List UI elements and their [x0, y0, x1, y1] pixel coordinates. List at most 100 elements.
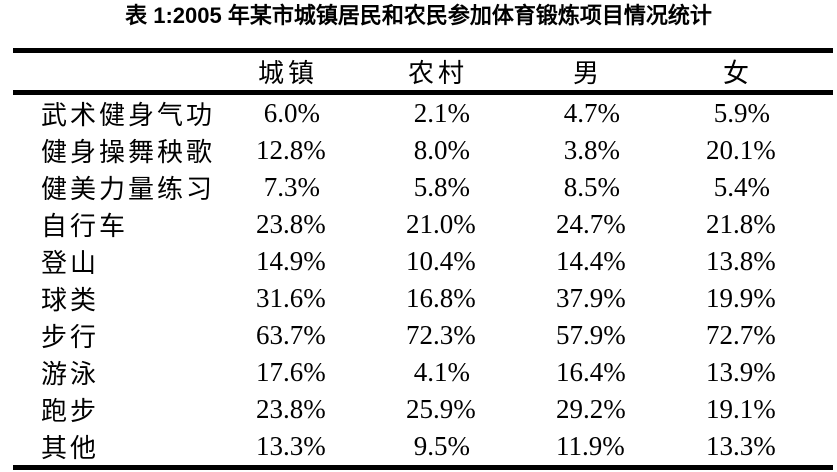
- statistics-table: 城镇 农村 男 女 武术健身气功 6.0% 2.1% 4.7% 5.9% 健身操舞秧歌 12.8%…: [13, 48, 833, 470]
- percentage-value: 5.4%: [713, 172, 770, 202]
- value-cell: 72.3%: [363, 317, 513, 354]
- row-label: 武术健身气功: [41, 101, 216, 130]
- row-label: 登山: [41, 249, 100, 278]
- value-cell: 8.0%: [363, 132, 513, 169]
- percentage-value: 8.0%: [413, 135, 470, 165]
- spacer-cell: [813, 280, 833, 317]
- percentage-value: 9.5%: [413, 431, 470, 461]
- value-cell: 20.1%: [663, 132, 813, 169]
- percentage-value: 21.0%: [406, 209, 476, 239]
- value-cell: 4.7%: [513, 93, 663, 133]
- value-cell: 5.9%: [663, 93, 813, 133]
- value-cell: 19.1%: [663, 391, 813, 428]
- value-cell: 7.3%: [213, 169, 363, 206]
- value-cell: 24.7%: [513, 206, 663, 243]
- table-title: 表 1:2005 年某市城镇居民和农民参加体育锻炼项目情况统计: [125, 3, 712, 28]
- value-cell: 16.4%: [513, 354, 663, 391]
- value-cell: 5.8%: [363, 169, 513, 206]
- spacer-cell: [813, 93, 833, 133]
- row-label: 跑步: [41, 397, 100, 426]
- percentage-value: 6.0%: [263, 98, 320, 128]
- percentage-value: 14.4%: [556, 246, 626, 276]
- percentage-value: 8.5%: [563, 172, 620, 202]
- spacer-cell: [813, 391, 833, 428]
- table-row: 跑步 23.8% 25.9% 29.2% 19.1%: [13, 391, 833, 428]
- percentage-value: 4.7%: [563, 98, 620, 128]
- value-cell: 21.0%: [363, 206, 513, 243]
- row-label: 健身操舞秧歌: [41, 138, 216, 167]
- table-body: 武术健身气功 6.0% 2.1% 4.7% 5.9% 健身操舞秧歌 12.8% 8.0% 3.8…: [13, 93, 833, 468]
- value-cell: 11.9%: [513, 428, 663, 468]
- value-cell: 31.6%: [213, 280, 363, 317]
- percentage-value: 72.7%: [706, 320, 776, 350]
- percentage-value: 19.1%: [706, 394, 776, 424]
- corner-cell: [13, 51, 213, 93]
- value-cell: 14.9%: [213, 243, 363, 280]
- value-cell: 37.9%: [513, 280, 663, 317]
- spacer-cell: [813, 169, 833, 206]
- value-cell: 9.5%: [363, 428, 513, 468]
- table-row: 游泳 17.6% 4.1% 16.4% 13.9%: [13, 354, 833, 391]
- row-label: 其他: [41, 434, 100, 463]
- percentage-value: 13.9%: [706, 357, 776, 387]
- percentage-value: 11.9%: [556, 431, 625, 461]
- value-cell: 57.9%: [513, 317, 663, 354]
- percentage-value: 17.6%: [256, 357, 326, 387]
- table-row: 球类 31.6% 16.8% 37.9% 19.9%: [13, 280, 833, 317]
- percentage-value: 57.9%: [556, 320, 626, 350]
- percentage-value: 16.8%: [406, 283, 476, 313]
- spacer-cell: [813, 132, 833, 169]
- percentage-value: 19.9%: [706, 283, 776, 313]
- percentage-value: 4.1%: [413, 357, 470, 387]
- table-row: 武术健身气功 6.0% 2.1% 4.7% 5.9%: [13, 93, 833, 133]
- table-head: 城镇 农村 男 女: [13, 51, 833, 93]
- percentage-value: 20.1%: [706, 135, 776, 165]
- percentage-value: 23.8%: [256, 209, 326, 239]
- percentage-value: 21.8%: [706, 209, 776, 239]
- value-cell: 21.8%: [663, 206, 813, 243]
- percentage-value: 10.4%: [406, 246, 476, 276]
- column-header-2: 农村: [407, 58, 468, 88]
- percentage-value: 23.8%: [256, 394, 326, 424]
- value-cell: 19.9%: [663, 280, 813, 317]
- value-cell: 23.8%: [213, 391, 363, 428]
- value-cell: 23.8%: [213, 206, 363, 243]
- spacer-cell: [813, 354, 833, 391]
- column-header-3: 男: [572, 58, 603, 88]
- percentage-value: 63.7%: [256, 320, 326, 350]
- value-cell: 13.3%: [663, 428, 813, 468]
- value-cell: 13.9%: [663, 354, 813, 391]
- table-row: 步行 63.7% 72.3% 57.9% 72.7%: [13, 317, 833, 354]
- value-cell: 63.7%: [213, 317, 363, 354]
- percentage-value: 72.3%: [406, 320, 476, 350]
- table-row: 登山 14.9% 10.4% 14.4% 13.8%: [13, 243, 833, 280]
- percentage-value: 2.1%: [413, 98, 470, 128]
- value-cell: 4.1%: [363, 354, 513, 391]
- percentage-value: 13.3%: [256, 431, 326, 461]
- percentage-value: 3.8%: [563, 135, 620, 165]
- value-cell: 16.8%: [363, 280, 513, 317]
- row-label: 球类: [41, 286, 100, 315]
- percentage-value: 13.8%: [706, 246, 776, 276]
- percentage-value: 14.9%: [256, 246, 326, 276]
- table-row: 健美力量练习 7.3% 5.8% 8.5% 5.4%: [13, 169, 833, 206]
- value-cell: 12.8%: [213, 132, 363, 169]
- column-header-1: 城镇: [257, 58, 318, 88]
- percentage-value: 31.6%: [256, 283, 326, 313]
- percentage-value: 16.4%: [556, 357, 626, 387]
- header-row: 城镇 农村 男 女: [13, 51, 833, 93]
- percentage-value: 5.9%: [713, 98, 770, 128]
- row-label: 游泳: [41, 360, 100, 389]
- value-cell: 10.4%: [363, 243, 513, 280]
- spacer-cell: [813, 428, 833, 468]
- table-row: 自行车 23.8% 21.0% 24.7% 21.8%: [13, 206, 833, 243]
- percentage-value: 5.8%: [413, 172, 470, 202]
- row-label: 自行车: [41, 212, 129, 241]
- table-row: 其他 13.3% 9.5% 11.9% 13.3%: [13, 428, 833, 468]
- table-row: 健身操舞秧歌 12.8% 8.0% 3.8% 20.1%: [13, 132, 833, 169]
- value-cell: 25.9%: [363, 391, 513, 428]
- value-cell: 3.8%: [513, 132, 663, 169]
- percentage-value: 24.7%: [556, 209, 626, 239]
- row-label: 健美力量练习: [41, 175, 216, 204]
